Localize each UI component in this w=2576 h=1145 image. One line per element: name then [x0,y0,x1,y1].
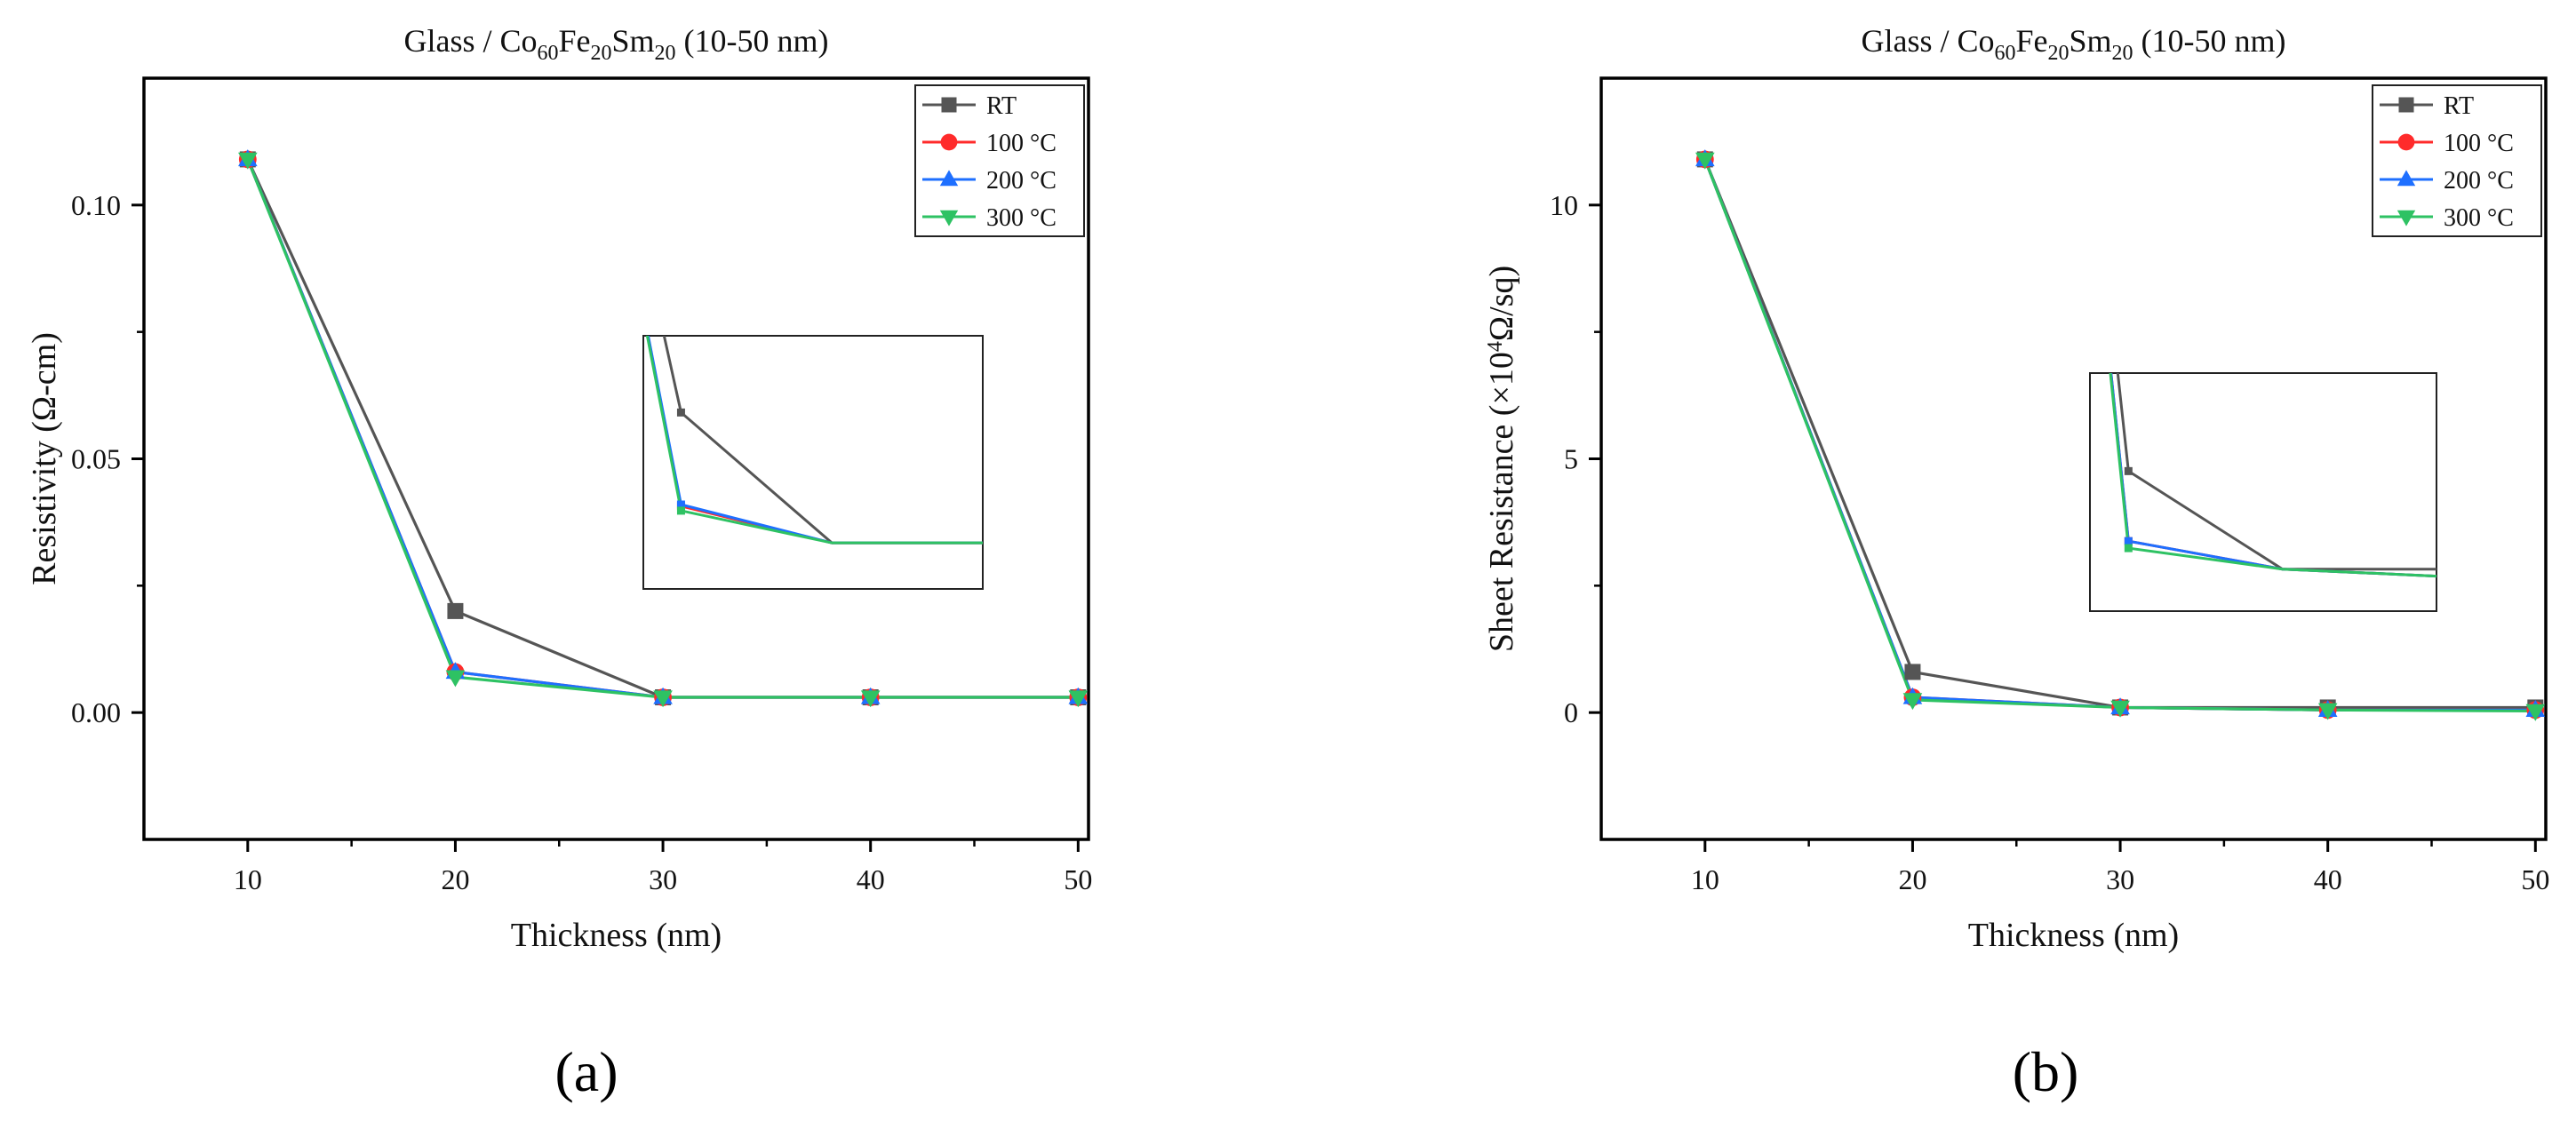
legend-marker [2397,133,2415,151]
legend-item: RT [922,92,1017,120]
inset-frame [2089,372,2437,612]
legend-item: 300 °C [2380,204,2514,232]
panel-label: (a) [554,1040,618,1103]
x-tick-label: 50 [1064,863,1092,895]
data-point [2317,703,2338,720]
y-tick-label: 0.10 [71,189,121,221]
legend-item: 200 °C [922,167,1057,195]
y-tick-label: 0 [1564,696,1578,728]
y-tick-label: 0.05 [71,443,121,475]
x-tick-label: 40 [2314,863,2342,895]
legend-marker [941,97,957,113]
legend-marker [939,210,959,227]
legend-item: 100 °C [2380,130,2514,157]
data-point [447,602,464,619]
legend-label: 300 °C [986,204,1057,232]
legend-item: 300 °C [922,204,1057,232]
x-axis-label: Thickness (nm) [511,917,722,954]
chart-panel-b: Glass / Co60Fe20Sm20 (10-50 nm) 10 20 30 40 5… [1483,23,2549,954]
inset-point [676,408,685,417]
legend-item: RT [2380,92,2474,120]
data-point [860,690,881,708]
legend-marker [939,170,959,187]
inset-frame [642,335,984,590]
legend-label: RT [986,92,1017,120]
inset-series-line [2109,373,2436,578]
inset-point [676,506,685,515]
data-point [1904,664,1921,680]
inset-point [2124,466,2133,475]
legend-marker [940,133,958,151]
y-tick-label: 10 [1550,189,1578,221]
legend-label: 200 °C [986,167,1057,195]
inset-point [2124,537,2133,545]
x-tick-label: 40 [857,863,885,895]
panel-label: (b) [2013,1040,2079,1103]
legend-label: 200 °C [2444,167,2514,195]
x-tick-label: 20 [1898,863,1926,895]
legend-label: 100 °C [986,130,1057,157]
data-point [2525,704,2546,721]
legend-marker [2397,170,2416,187]
data-point [1902,693,1923,711]
legend-item: 100 °C [922,130,1057,157]
data-point [238,152,258,170]
legend: RT 100 °C 200 °C 300 °C [914,84,1085,237]
inset-series-line [645,336,983,545]
x-tick-label: 10 [234,863,262,895]
x-tick-label: 30 [2106,863,2134,895]
data-point [653,690,673,708]
chart-panel-a: Glass / Co60Fe20Sm20 (10-50 nm) 10 20 30 40 5… [26,23,1092,954]
legend-label: 100 °C [2444,130,2514,157]
x-tick-label: 50 [2521,863,2549,895]
data-point [2110,700,2130,718]
x-axis-label: Thickness (nm) [1968,917,2179,954]
legend-marker [2397,210,2416,227]
legend-marker [2398,97,2414,113]
y-axis-label: Resistivity (Ω-cm) [26,332,63,585]
data-point [445,670,466,688]
data-point [1695,152,1715,170]
y-tick-label: 0.00 [71,696,121,728]
legend-item: 200 °C [2380,167,2514,195]
inset-point [2124,544,2133,553]
inset-zoom [2089,372,2437,612]
data-point [1068,690,1089,708]
x-tick-label: 30 [649,863,677,895]
chart-title: Glass / Co60Fe20Sm20 (10-50 nm) [1861,23,2285,65]
inset-zoom [642,335,984,590]
x-tick-label: 10 [1691,863,1719,895]
legend: RT 100 °C 200 °C 300 °C [2372,84,2542,237]
chart-title: Glass / Co60Fe20Sm20 (10-50 nm) [403,23,828,65]
x-tick-label: 20 [441,863,469,895]
y-axis-label: Sheet Resistance (×104Ω/sq) [1483,266,1520,652]
legend-label: RT [2444,92,2474,120]
inset-point [676,500,685,509]
legend-label: 300 °C [2444,204,2514,232]
y-tick-label: 5 [1564,443,1578,475]
